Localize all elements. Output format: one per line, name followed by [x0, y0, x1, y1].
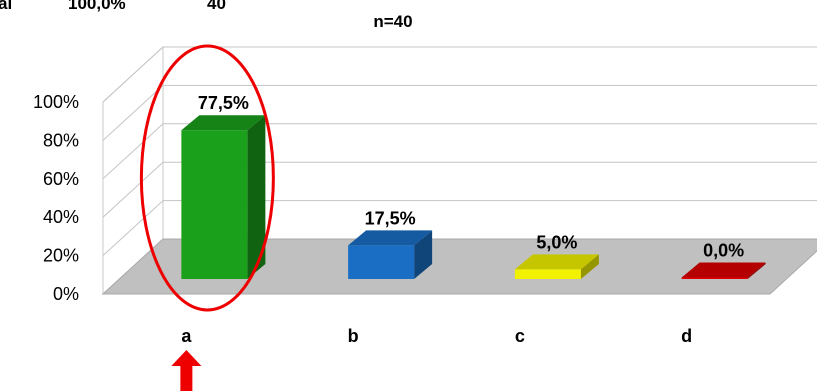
bar-c: [514, 254, 599, 279]
arrow-up-icon: [171, 350, 202, 391]
bar-d: [681, 262, 766, 279]
gridline: [102, 161, 817, 218]
gridlines: [102, 46, 817, 256]
y-axis-ticks: 0% 20% 40% 60% 80% 100%: [33, 92, 79, 304]
data-label: 17,5%: [365, 208, 416, 228]
bar-b: [348, 230, 433, 279]
bar-top: [681, 262, 766, 278]
data-label: 77,5%: [198, 93, 249, 113]
annotations: [139, 44, 275, 391]
gridline: [102, 84, 817, 141]
y-tick-label: 60%: [43, 169, 79, 189]
data-labels: 77,5% 17,5% 5,0% 0,0%: [198, 93, 744, 260]
x-tick-label: d: [681, 326, 692, 346]
bar-side: [247, 115, 266, 279]
floor-plane: [101, 238, 817, 295]
y-tick-label: 40%: [43, 207, 79, 227]
y-tick-label: 80%: [43, 130, 79, 150]
header-label: al: [0, 0, 13, 13]
x-tick-label: b: [348, 326, 359, 346]
header-percent: 100,0%: [68, 0, 126, 13]
x-tick-label: a: [181, 326, 192, 346]
gridline: [102, 123, 817, 180]
bar-front: [514, 269, 581, 279]
bar-side: [580, 254, 599, 279]
bar-top: [514, 254, 599, 270]
header-count: 40: [207, 0, 226, 13]
data-label: 0,0%: [703, 241, 744, 261]
x-tick-label: c: [515, 326, 525, 346]
bar-side: [747, 262, 766, 279]
bar-top: [348, 230, 433, 246]
bar-a: [181, 115, 266, 279]
data-label: 5,0%: [536, 232, 577, 252]
y-tick-label: 100%: [33, 92, 79, 112]
bar-top: [181, 115, 266, 131]
y-tick-label: 20%: [43, 246, 79, 266]
highlight-ellipse: [139, 44, 275, 312]
x-axis-labels: a b c d: [181, 326, 692, 346]
bar-front: [181, 130, 248, 279]
bar-front: [681, 277, 748, 279]
bars: [181, 115, 766, 279]
y-tick-label: 0%: [53, 284, 79, 304]
chart-floor: [101, 238, 817, 295]
gridline: [102, 46, 817, 103]
bar-front: [348, 245, 415, 279]
gridline: [102, 200, 817, 256]
chart-title: n=40: [373, 12, 412, 31]
bar-side: [414, 230, 433, 279]
